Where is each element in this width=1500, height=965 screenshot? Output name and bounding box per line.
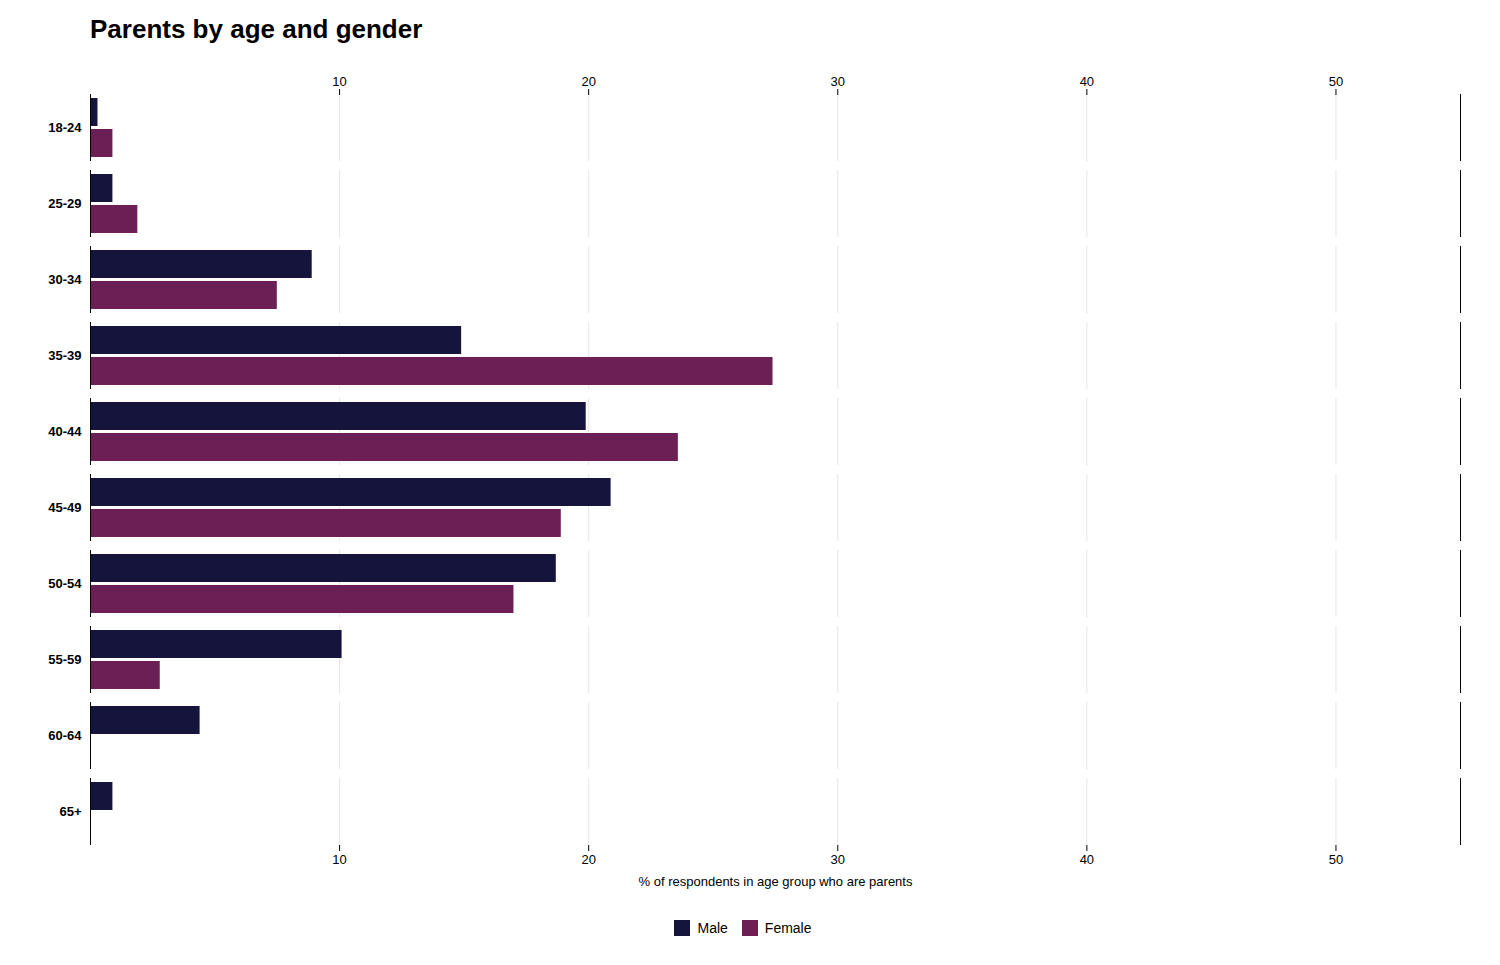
svg-text:50: 50 [1329, 74, 1343, 89]
svg-text:30: 30 [831, 74, 845, 89]
svg-text:30: 30 [831, 852, 845, 867]
svg-text:% of respondents in age group: % of respondents in age group who are pa… [639, 874, 913, 889]
svg-text:20: 20 [581, 74, 595, 89]
html-text:Female: Female [764, 919, 812, 936]
svg-text:50: 50 [1329, 852, 1343, 867]
svg-text:18-24: 18-24 [48, 120, 82, 135]
svg-text:35-39: 35-39 [48, 348, 81, 363]
svg-text:65+: 65+ [59, 804, 81, 819]
svg-text:10: 10 [332, 852, 346, 867]
svg-text:55-59: 55-59 [48, 652, 81, 667]
svg-text:60-64: 60-64 [48, 728, 82, 743]
svg-text:50-54: 50-54 [48, 576, 82, 591]
html-text:Male: Male [697, 919, 728, 936]
svg-text:45-49: 45-49 [48, 500, 81, 515]
svg-text:25-29: 25-29 [48, 196, 81, 211]
svg-text:40: 40 [1080, 852, 1094, 867]
svg-text:10: 10 [332, 74, 346, 89]
svg-text:40: 40 [1080, 74, 1094, 89]
svg-text:40-44: 40-44 [48, 424, 82, 439]
html-text:Parents by age and gender: Parents by age and gender [90, 14, 423, 44]
svg-text:30-34: 30-34 [48, 272, 82, 287]
svg-text:20: 20 [581, 852, 595, 867]
